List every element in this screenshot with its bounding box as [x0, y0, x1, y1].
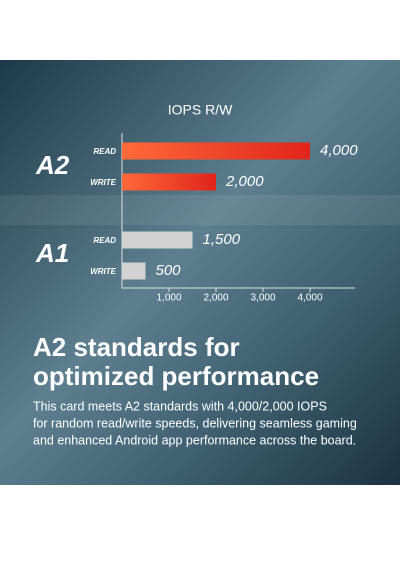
body-text: for random read/write speeds, delivering…: [33, 416, 357, 430]
bar: [122, 173, 216, 191]
value-label: 1,500: [203, 231, 241, 248]
light-streak: [0, 195, 400, 225]
heading: optimized performance: [33, 361, 319, 391]
bar: [122, 262, 146, 280]
group-label: A1: [35, 238, 69, 268]
x-tick-label: 3,000: [250, 293, 275, 304]
y-tick-label: WRITE: [90, 178, 116, 187]
bar: [122, 142, 310, 160]
value-label: 500: [156, 262, 182, 279]
body-text: This card meets A2 standards with 4,000/…: [33, 399, 327, 413]
group-label: A2: [35, 150, 70, 180]
body-text: and enhanced Android app performance acr…: [33, 433, 356, 447]
x-tick-label: 1,000: [156, 293, 181, 304]
value-label: 2,000: [225, 173, 264, 190]
x-tick-label: 4,000: [297, 293, 322, 304]
y-tick-label: READ: [93, 147, 116, 156]
x-tick-label: 2,000: [203, 293, 228, 304]
y-tick-label: WRITE: [90, 267, 116, 276]
heading: A2 standards for: [33, 332, 240, 362]
value-label: 4,000: [320, 142, 358, 159]
background: [0, 60, 400, 485]
bar: [122, 231, 193, 249]
y-tick-label: READ: [93, 236, 116, 245]
chart-title: IOPS R/W: [168, 102, 233, 118]
